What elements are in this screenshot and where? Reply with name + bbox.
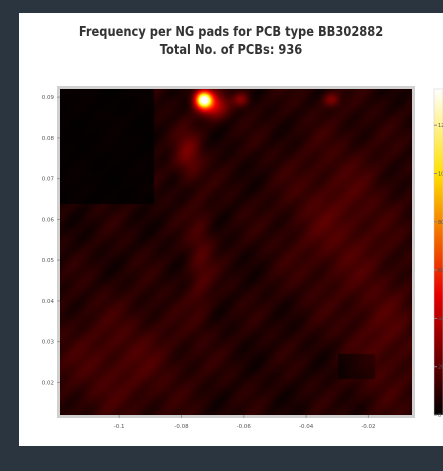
- colorbar-tick-label: 40: [438, 316, 443, 322]
- chart-figure: Frequency per NG pads for PCB type BB302…: [19, 13, 443, 446]
- colorbar-tick-label: 0: [438, 413, 441, 419]
- x-tick-label: -0.08: [174, 424, 189, 430]
- y-axis: 0.02 0.03 0.04 0.05 0.06 0.07 0.08 0.09: [42, 95, 60, 386]
- x-tick-label: -0.1: [114, 424, 125, 430]
- colorbar-tick-label: 60: [438, 268, 443, 274]
- x-axis: -0.1 -0.08 -0.06 -0.04 -0.02: [114, 415, 376, 430]
- chart-subtitle: Total No. of PCBs: 936: [159, 43, 303, 58]
- x-tick-label: -0.02: [361, 424, 375, 430]
- heatmap-chart: 0.020.030.040.050.060.070.080.09 -0.1 -0.…: [42, 86, 443, 430]
- colorbar-tick-label: 12: [438, 123, 443, 129]
- y-tick-label: 0.03: [42, 340, 55, 346]
- colorbar: [433, 88, 443, 416]
- heatmap-canvas-holder: [60, 89, 412, 415]
- y-tick-label: 0.08: [42, 136, 55, 142]
- y-tick-label: 0.02: [42, 380, 54, 386]
- y-tick-label: 0.04: [42, 299, 55, 305]
- x-tick-label: -0.04: [299, 424, 314, 430]
- colorbar-tick-label: 100: [438, 172, 443, 178]
- heatmap-cells: [60, 89, 412, 415]
- colorbar-tick-label: 20: [438, 365, 443, 371]
- y-tick-label: 0.06: [42, 217, 55, 223]
- chart-title: Frequency per NG pads for PCB type BB302…: [78, 25, 384, 40]
- colorbar-axis: 0 20 40 60 80 100 12: [434, 123, 443, 419]
- y-tick-label: 0.07: [42, 177, 55, 183]
- y-tick-label: 0.05: [42, 258, 55, 264]
- colorbar-tick-label: 80: [438, 220, 443, 226]
- x-tick-label: -0.06: [237, 424, 252, 430]
- y-tick-label: 0.09: [42, 95, 55, 101]
